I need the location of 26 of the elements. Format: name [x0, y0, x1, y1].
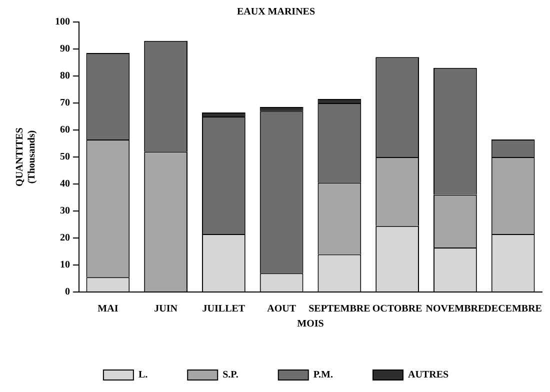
y-tick-label: 20: [60, 232, 70, 244]
legend-label: S.P.: [222, 370, 239, 381]
y-axis-title: QUANTITES (Thousands): [14, 127, 38, 186]
x-axis-title: MOIS: [297, 318, 324, 330]
y-tick-label: 40: [60, 178, 70, 190]
legend-label: L.: [138, 370, 148, 381]
y-tick-label: 90: [60, 44, 70, 55]
chart-title: EAUX MARINES: [236, 6, 316, 18]
x-tick-label: OCTOBRE: [372, 304, 423, 315]
x-tick-label: JUILLET: [202, 304, 246, 315]
y-tick-label: 80: [60, 70, 70, 82]
x-tick-label: JUIN: [154, 304, 178, 315]
y-tick-label: 60: [60, 124, 70, 136]
x-tick-label: AOUT: [267, 304, 296, 315]
y-tick-label: 0: [65, 286, 70, 298]
y-tick-label: 50: [60, 152, 70, 163]
x-tick-label: MAI: [98, 304, 118, 315]
y-tick-label: 100: [55, 16, 70, 28]
legend-label: AUTRES: [408, 370, 449, 381]
y-tick-label: 30: [60, 206, 70, 217]
y-tick-label: 10: [60, 260, 70, 271]
x-tick-label: NOVEMBRE: [426, 304, 485, 315]
x-tick-label: SEPTEMBRE: [308, 304, 371, 315]
x-tick-label: DECEMBRE: [484, 304, 542, 315]
legend-label: P.M.: [313, 370, 334, 381]
y-tick-label: 70: [60, 98, 70, 109]
